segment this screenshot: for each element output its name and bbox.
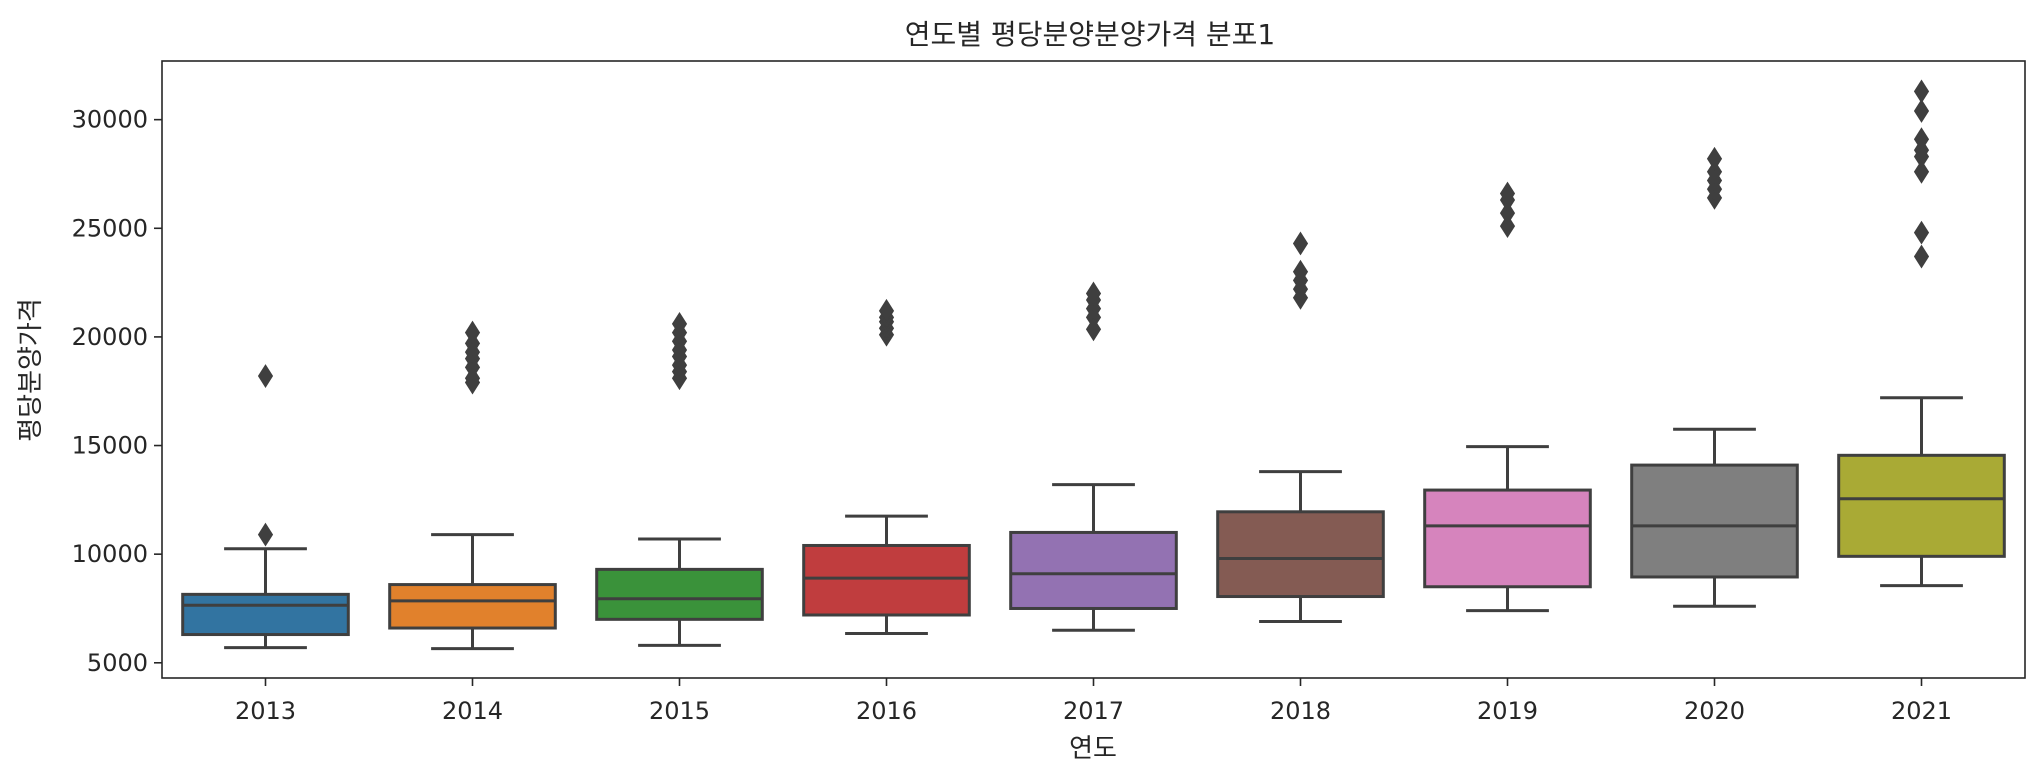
x-tick-label: 2015 <box>649 697 710 725</box>
x-tick-label: 2019 <box>1477 697 1538 725</box>
outlier-point <box>1913 99 1930 123</box>
y-axis-label: 평당분양가격 <box>16 298 46 442</box>
outlier-point <box>878 298 895 323</box>
box-2016 <box>802 298 971 635</box>
box-body <box>1009 530 1178 610</box>
box-body <box>181 592 350 637</box>
outlier-point <box>1913 79 1930 104</box>
outlier-point <box>1499 214 1516 239</box>
y-tick-label: 20000 <box>72 323 148 351</box>
box-2019 <box>1423 181 1592 613</box>
x-tick-label: 2020 <box>1684 697 1745 725</box>
y-tick-label: 15000 <box>72 432 148 460</box>
outlier-point <box>1292 231 1309 256</box>
outlier-point <box>1292 259 1309 284</box>
box-body <box>1423 488 1592 589</box>
outlier-point <box>1499 201 1516 226</box>
x-tick-label: 2021 <box>1891 697 1952 725</box>
y-tick-label: 25000 <box>72 214 148 242</box>
outlier-point <box>1913 159 1930 184</box>
box-2015 <box>595 311 764 647</box>
outlier-point <box>1706 159 1723 184</box>
outlier-point <box>1706 146 1723 171</box>
box-2013 <box>181 364 350 650</box>
outlier-point <box>1913 127 1930 152</box>
outlier-point <box>1913 244 1930 269</box>
outlier-point <box>1085 317 1102 342</box>
outlier-point <box>257 364 274 388</box>
y-tick-label: 10000 <box>72 540 148 568</box>
box-2014 <box>388 320 557 651</box>
outlier-point <box>1913 220 1930 245</box>
x-axis-label: 연도 <box>1069 734 1117 764</box>
plot-area <box>181 79 2006 651</box>
box-body <box>802 543 971 617</box>
box-2021 <box>1837 79 2006 588</box>
box-body <box>1216 510 1385 599</box>
box-body <box>1630 463 1799 579</box>
box-body <box>1837 453 2006 558</box>
outlier-point <box>1085 281 1102 306</box>
box-2018 <box>1216 231 1385 624</box>
chart-title: 연도별 평당분양분양가격 분포1 <box>905 18 1276 51</box>
box-2017 <box>1009 281 1178 632</box>
y-tick-label: 5000 <box>87 649 148 677</box>
y-tick-label: 30000 <box>72 106 148 134</box>
x-tick-label: 2018 <box>1270 697 1331 725</box>
outlier-point <box>671 311 688 336</box>
x-tick-label: 2014 <box>442 697 503 725</box>
x-tick-label: 2017 <box>1063 697 1124 725</box>
outlier-point <box>464 320 481 345</box>
x-tick-label: 2016 <box>856 697 917 725</box>
outlier-point <box>257 522 274 547</box>
box-body <box>595 567 764 621</box>
x-tick-label: 2013 <box>235 697 296 725</box>
box-2020 <box>1630 146 1799 608</box>
box-body <box>388 583 557 630</box>
outlier-point <box>1499 181 1516 206</box>
